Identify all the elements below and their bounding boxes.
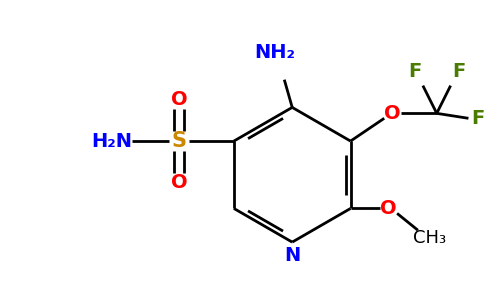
Text: F: F: [472, 109, 484, 128]
Text: N: N: [284, 247, 301, 266]
Text: O: O: [171, 90, 188, 109]
Text: O: O: [384, 104, 400, 123]
Text: F: F: [452, 62, 465, 81]
Text: NH₂: NH₂: [254, 44, 295, 62]
Text: H₂N: H₂N: [91, 132, 133, 151]
Text: F: F: [408, 62, 422, 81]
Text: S: S: [172, 131, 187, 151]
Text: O: O: [171, 173, 188, 192]
Text: CH₃: CH₃: [413, 229, 446, 247]
Text: O: O: [380, 199, 396, 218]
